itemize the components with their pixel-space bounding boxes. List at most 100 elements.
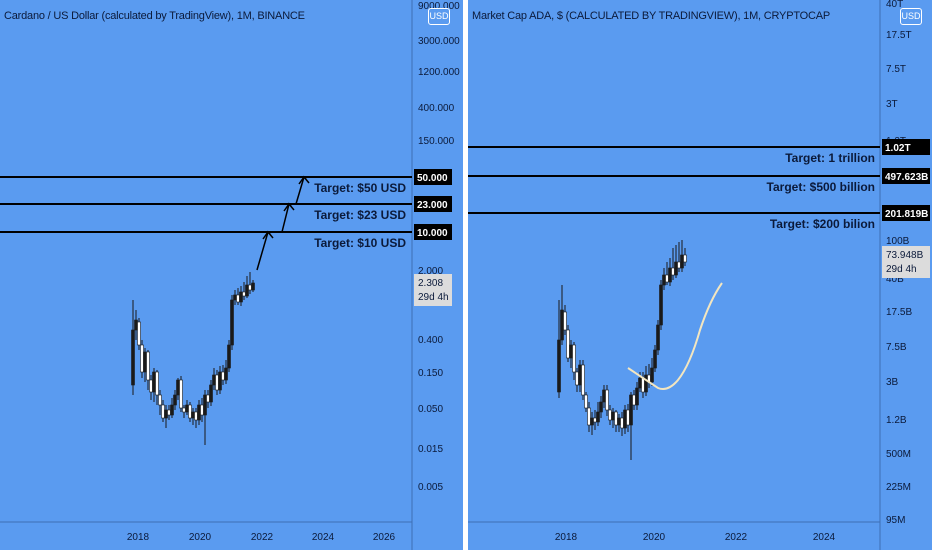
y-tick-label: 0.015: [418, 444, 443, 455]
candle: [680, 254, 684, 269]
y-tick-label: 7.5T: [886, 64, 906, 75]
candle: [590, 417, 594, 426]
x-tick-label: 2018: [127, 532, 150, 543]
target-value-label: 497.623B: [885, 172, 928, 183]
candle: [215, 374, 219, 391]
candle: [230, 299, 234, 346]
y-tick-label: 3000.000: [418, 36, 460, 47]
candle: [572, 344, 576, 373]
y-tick-label: 0.400: [418, 335, 443, 346]
candle: [221, 371, 225, 381]
candle: [563, 311, 567, 331]
candle: [668, 267, 672, 283]
x-tick-label: 2022: [251, 532, 274, 543]
y-tick-label: 1200.000: [418, 67, 460, 78]
candle: [209, 384, 213, 403]
x-tick-label: 2026: [373, 532, 396, 543]
candle: [602, 389, 606, 403]
candle: [176, 379, 180, 396]
candle: [164, 409, 168, 419]
candle: [656, 324, 660, 351]
currency-badge[interactable]: USD: [900, 8, 922, 25]
candle: [197, 404, 201, 421]
candle: [587, 407, 591, 426]
candle: [677, 261, 681, 269]
last-price-label: 2.308: [418, 278, 443, 289]
candle: [236, 294, 240, 303]
target-value-label: 50.000: [417, 173, 448, 184]
candle: [671, 267, 675, 276]
x-tick-label: 2024: [813, 532, 836, 543]
target-value-tag: [414, 224, 452, 240]
target-label: Target: $23 USD: [314, 208, 406, 222]
candle: [227, 344, 231, 369]
y-tick-label: 95M: [886, 515, 905, 526]
y-tick-label: 3B: [886, 377, 899, 388]
candle: [596, 411, 600, 423]
candle: [650, 367, 654, 383]
ada-market-cap-chart[interactable]: 40T17.5T7.5T3T1.2T100B40B17.5B7.5B3B1.2B…: [468, 0, 932, 550]
candle: [248, 284, 252, 291]
ada-market-cap-chart-panel[interactable]: 40T17.5T7.5T3T1.2T100B40B17.5B7.5B3B1.2B…: [468, 0, 932, 550]
y-tick-label: 1.2B: [886, 415, 907, 426]
candle: [623, 409, 627, 429]
last-price-box: [414, 274, 452, 306]
candle: [566, 329, 570, 359]
candle: [665, 274, 669, 283]
y-tick-label: 3T: [886, 99, 898, 110]
projection-arrow-head: [262, 230, 274, 240]
y-tick-label: 2.000: [418, 266, 443, 277]
y-tick-label: 0.150: [418, 368, 443, 379]
candle: [578, 364, 582, 386]
projection-arrow-head: [298, 175, 310, 185]
ada-usd-chart[interactable]: 9000.000 3000.000 1200.000 400.000 150.000 50…: [0, 0, 463, 550]
ada-market-cap-chart-title: Market Cap ADA, $ (CALCULATED BY TRADING…: [472, 10, 831, 22]
y-tick-label: 100B: [886, 236, 910, 247]
y-tick-label: 7.5B: [886, 342, 907, 353]
target-value-tag: [414, 196, 452, 212]
candle: [617, 417, 621, 426]
candle: [569, 344, 573, 359]
target-label: Target: $50 USD: [314, 181, 406, 195]
projection-arrow-head: [283, 202, 295, 212]
candle: [158, 394, 162, 406]
target-value-label: 1.02T: [885, 143, 911, 154]
candle: [134, 319, 138, 331]
candle: [149, 379, 153, 393]
candle: [182, 407, 186, 413]
target-label: Target: $200 bilion: [770, 217, 875, 231]
candle: [131, 329, 135, 386]
candle: [239, 291, 243, 303]
candle: [200, 404, 204, 416]
candle: [155, 371, 159, 396]
ada-usd-chart-panel[interactable]: 9000.000 3000.000 1200.000 400.000 150.000 50…: [0, 0, 463, 550]
currency-badge[interactable]: USD: [428, 8, 450, 25]
candle: [185, 404, 189, 413]
target-value-label: 10.000: [417, 228, 448, 239]
candle: [560, 309, 564, 341]
target-label: Target: $500 billion: [767, 180, 875, 194]
candle: [605, 389, 609, 411]
candle: [233, 294, 237, 301]
candle: [575, 371, 579, 386]
y-tick-label: 17.5B: [886, 307, 912, 318]
target-label: Target: 1 trillion: [785, 151, 875, 165]
candle: [206, 394, 210, 403]
candle: [203, 394, 207, 416]
candle: [194, 411, 198, 421]
candle: [242, 291, 246, 297]
candle: [593, 417, 597, 423]
panel-divider[interactable]: [463, 0, 468, 550]
y-tick-label: 9000.000: [418, 1, 460, 12]
candle: [557, 339, 561, 393]
ada-usd-chart-title: Cardano / US Dollar (calculated by Tradi…: [4, 10, 305, 22]
candle: [224, 367, 228, 381]
target-value-tag: [882, 205, 930, 221]
y-tick-label: 17.5T: [886, 30, 912, 41]
candle: [674, 261, 678, 276]
candle: [179, 379, 183, 409]
x-tick-label: 2022: [725, 532, 748, 543]
target-value-tag: [414, 169, 452, 185]
candle: [614, 411, 618, 426]
candle: [644, 374, 648, 393]
